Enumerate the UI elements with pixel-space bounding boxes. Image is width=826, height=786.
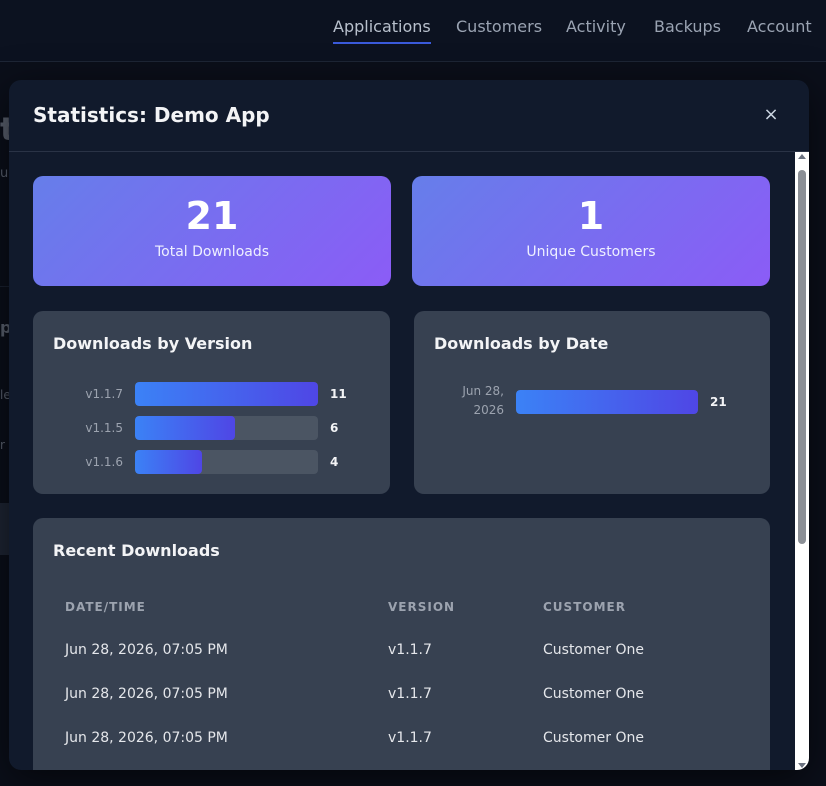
background-row (0, 503, 9, 555)
scroll-thumb[interactable] (798, 170, 806, 544)
version-bar-label: v1.1.7 (85, 387, 123, 401)
downloads-by-date-title: Downloads by Date (434, 334, 609, 353)
modal-title: Statistics: Demo App (33, 103, 270, 127)
version-bar-fill (135, 382, 318, 406)
version-bar-track (135, 382, 318, 406)
version-bar-label: v1.1.5 (85, 421, 123, 435)
date-bar-track (516, 390, 698, 414)
nav-backups[interactable]: Backups (654, 17, 721, 36)
cell-version: v1.1.7 (388, 686, 432, 702)
version-bar-row: v1.1.7 11 (33, 382, 390, 406)
scroll-up-arrow-icon[interactable] (798, 154, 806, 159)
nav-account[interactable]: Account (747, 17, 812, 36)
cell-datetime: Jun 28, 2026, 07:05 PM (65, 686, 228, 702)
nav-customers[interactable]: Customers (456, 17, 543, 36)
column-header-datetime: DATE/TIME (65, 600, 146, 614)
modal-header: Statistics: Demo App × (9, 80, 809, 152)
version-bar-track (135, 450, 318, 474)
recent-downloads-title: Recent Downloads (53, 541, 220, 560)
total-downloads-value: 21 (185, 194, 239, 238)
cell-customer: Customer One (543, 686, 644, 702)
cell-datetime: Jun 28, 2026, 07:05 PM (65, 642, 228, 658)
cell-customer: Customer One (543, 642, 644, 658)
total-downloads-label: Total Downloads (154, 244, 270, 260)
version-bar-value: 6 (330, 421, 339, 435)
background-divider (0, 286, 9, 287)
statistics-modal: Statistics: Demo App × 21 Total Download… (9, 80, 809, 770)
version-bar-fill (135, 450, 202, 474)
downloads-by-version-title: Downloads by Version (53, 334, 253, 353)
column-header-customer: CUSTOMER (543, 600, 626, 614)
unique-customers-label: Unique Customers (526, 244, 656, 260)
date-bar-label: Jun 28, 2026 (414, 382, 504, 420)
total-downloads-card: 21 Total Downloads (33, 176, 391, 286)
unique-customers-value: 1 (577, 194, 605, 238)
background-subtitle-fragment: u (0, 166, 9, 181)
nav-activity[interactable]: Activity (566, 17, 626, 36)
version-bar-value: 11 (330, 387, 347, 401)
close-button[interactable]: × (759, 102, 783, 126)
version-bar-fill (135, 416, 235, 440)
date-bar-label-line1: Jun 28, (462, 384, 504, 398)
date-bar-row: Jun 28, 2026 21 (414, 384, 770, 417)
date-bar-fill (516, 390, 698, 414)
modal-scrollbar[interactable] (795, 152, 809, 770)
downloads-by-date-panel: Downloads by Date Jun 28, 2026 21 (414, 311, 770, 494)
version-bar-label: v1.1.6 (85, 455, 123, 469)
date-bar-label-line2: 2026 (473, 403, 504, 417)
unique-customers-card: 1 Unique Customers (412, 176, 770, 286)
column-header-version: VERSION (388, 600, 456, 614)
recent-downloads-panel: Recent Downloads DATE/TIME VERSION CUSTO… (33, 518, 770, 770)
nav-applications[interactable]: Applications (333, 17, 431, 44)
version-bar-row: v1.1.6 4 (33, 450, 390, 474)
cell-datetime: Jun 28, 2026, 07:05 PM (65, 730, 228, 746)
background-text-fragment: le (0, 388, 11, 402)
version-bar-row: v1.1.5 6 (33, 416, 390, 440)
cell-customer: Customer One (543, 730, 644, 746)
cell-version: v1.1.7 (388, 730, 432, 746)
downloads-by-version-panel: Downloads by Version v1.1.7 11 v1.1.5 6 v1.1… (33, 311, 390, 494)
close-icon: × (763, 103, 779, 125)
background-text-fragment-2: r (0, 438, 5, 452)
scroll-down-arrow-icon[interactable] (798, 763, 806, 768)
date-bar-value: 21 (710, 395, 727, 409)
version-bar-track (135, 416, 318, 440)
cell-version: v1.1.7 (388, 642, 432, 658)
top-nav: Applications Customers Activity Backups … (0, 0, 826, 62)
background-heading-fragment: p (0, 318, 12, 337)
version-bar-value: 4 (330, 455, 339, 469)
